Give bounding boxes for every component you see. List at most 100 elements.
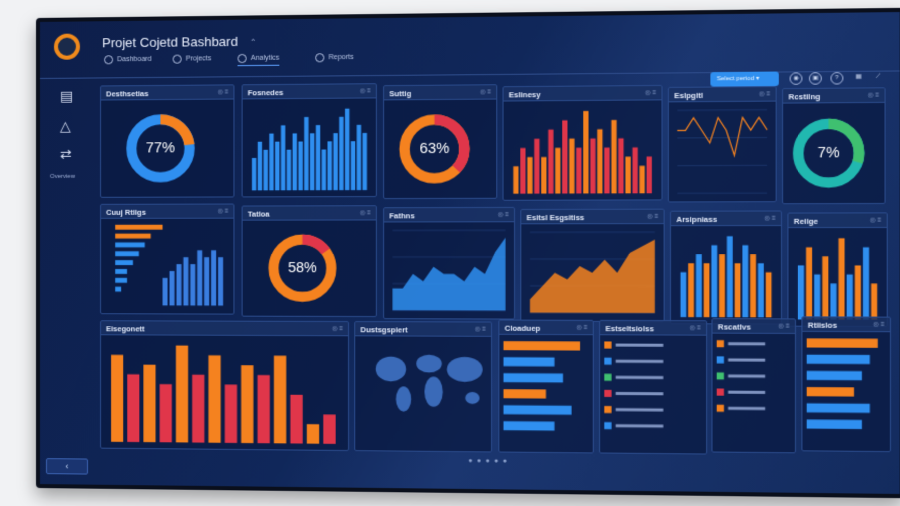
donut-value-label: 77% xyxy=(146,140,175,156)
panel-menu-icon[interactable]: ◎ ≡ xyxy=(867,92,880,99)
tab-dashboard[interactable]: Dashboard xyxy=(104,55,152,65)
help-icon[interactable]: ? xyxy=(830,71,844,85)
bar xyxy=(562,120,568,194)
map-region xyxy=(446,356,483,383)
panel-body xyxy=(713,334,795,453)
tab-icon xyxy=(104,55,114,65)
panel-chart xyxy=(111,345,336,444)
panel-menu-icon[interactable]: ◎ ≡ xyxy=(645,90,657,97)
map-region xyxy=(395,386,412,412)
alert-icon[interactable]: △ xyxy=(59,117,71,134)
tab-projects[interactable]: Projects xyxy=(172,54,211,64)
row-icon xyxy=(604,373,612,381)
panel-menu-icon[interactable]: ◎ ≡ xyxy=(873,321,885,329)
list-bar xyxy=(806,338,878,348)
period-filter-button[interactable]: Select period ▾ xyxy=(710,71,779,87)
list-bar xyxy=(503,421,555,431)
panel-menu-icon[interactable]: ◎ ≡ xyxy=(764,215,776,222)
panel-bar: Arsipniass ◎ ≡ xyxy=(669,210,783,325)
panel-menu-icon[interactable]: ◎ ≡ xyxy=(778,323,790,330)
bar xyxy=(797,265,805,320)
back-button[interactable]: ‹ xyxy=(45,458,89,475)
exchange-icon[interactable]: ⇄ xyxy=(59,145,72,162)
panel-title: Cuuj Rtiigs xyxy=(106,207,146,217)
panel-bar: Eslinesy ◎ ≡ xyxy=(502,84,663,201)
row-text xyxy=(615,424,664,428)
chart-icon[interactable]: ⟋ xyxy=(875,73,881,81)
row-text xyxy=(728,342,766,346)
panel-rows: Estseltsiolss ◎ ≡ xyxy=(599,319,708,455)
row-icon xyxy=(716,404,724,412)
panel-title: Eslinesy xyxy=(508,89,541,100)
panel-body: 77% xyxy=(101,100,233,197)
bar xyxy=(688,263,694,318)
horizontal-bar xyxy=(115,242,145,248)
tab-reports[interactable]: Reports xyxy=(315,53,354,63)
panel-title: Rscatlvs xyxy=(717,322,751,332)
bar xyxy=(176,264,182,306)
clipboard-icon[interactable]: ▤ xyxy=(59,87,74,104)
bar xyxy=(159,384,172,443)
row-text xyxy=(728,358,766,362)
panel-menu-icon[interactable]: ◎ ≡ xyxy=(689,325,701,332)
bar xyxy=(290,394,303,444)
panel-menu-icon[interactable]: ◎ ≡ xyxy=(576,324,588,332)
list-bar xyxy=(806,354,870,365)
panel-header: Fosnedes ◎ ≡ xyxy=(242,84,376,100)
panel-body xyxy=(669,102,776,202)
settings-icon[interactable]: ▣ xyxy=(808,72,822,85)
bar xyxy=(646,156,652,194)
panel-donut: Rcstilng ◎ ≡ 7% xyxy=(782,87,886,205)
panel-menu-icon[interactable]: ◎ ≡ xyxy=(759,91,771,98)
bar xyxy=(719,254,725,318)
bar xyxy=(204,257,210,306)
bar xyxy=(639,165,645,194)
gridline xyxy=(677,110,767,111)
grid-icon[interactable]: ▦ xyxy=(855,73,862,81)
panel-menu-icon[interactable]: ◎ ≡ xyxy=(474,326,486,333)
chevron-up-icon[interactable]: ⌃ xyxy=(249,37,257,47)
row-icon xyxy=(716,372,724,380)
bar xyxy=(321,149,327,191)
user-icon[interactable]: ◉ xyxy=(789,72,803,85)
horizontal-bar xyxy=(115,286,122,292)
pagination-dots[interactable]: ●●●●● xyxy=(468,457,512,465)
bar xyxy=(208,355,221,443)
panel-menu-icon[interactable]: ◎ ≡ xyxy=(497,212,509,219)
list-bar xyxy=(806,419,862,430)
panel-body xyxy=(504,100,662,199)
panel-menu-icon[interactable]: ◎ ≡ xyxy=(869,217,882,224)
panel-body xyxy=(788,228,886,326)
panel-menu-icon[interactable]: ◎ ≡ xyxy=(217,208,229,215)
bar xyxy=(742,245,749,318)
panel-menu-icon[interactable]: ◎ ≡ xyxy=(332,326,343,333)
panel-rows: Rscatlvs ◎ ≡ xyxy=(711,318,797,454)
line-series xyxy=(677,117,767,155)
row-icon xyxy=(604,341,612,349)
gridline xyxy=(677,138,767,139)
bar xyxy=(846,274,853,320)
panel-menu-icon[interactable]: ◎ ≡ xyxy=(359,210,371,217)
panel-title: Reiige xyxy=(793,216,819,227)
tab-analytics[interactable]: Analytics xyxy=(237,53,280,67)
panel-title: Fathns xyxy=(389,211,415,221)
row-text xyxy=(615,391,664,396)
bar xyxy=(345,108,350,191)
bar xyxy=(162,277,168,306)
panel-menu-icon[interactable]: ◎ ≡ xyxy=(480,89,492,96)
panel-menu-icon[interactable]: ◎ ≡ xyxy=(647,213,659,221)
bar xyxy=(569,138,575,194)
horizontal-bar xyxy=(115,233,151,239)
panel-header: Cuuj Rtiigs ◎ ≡ xyxy=(101,204,234,219)
bar xyxy=(757,263,764,318)
tab-icon xyxy=(237,53,247,64)
row-icon xyxy=(716,356,724,364)
bar xyxy=(190,264,196,306)
bar xyxy=(211,250,217,306)
row-icon xyxy=(716,388,724,396)
panel-menu-icon[interactable]: ◎ ≡ xyxy=(217,89,229,96)
panel-area: Esitsl Esgsitiss ◎ ≡ xyxy=(520,208,665,323)
panel-title: Rcstilng xyxy=(788,91,821,102)
panel-menu-icon[interactable]: ◎ ≡ xyxy=(359,88,371,95)
panel-chart xyxy=(797,238,878,320)
